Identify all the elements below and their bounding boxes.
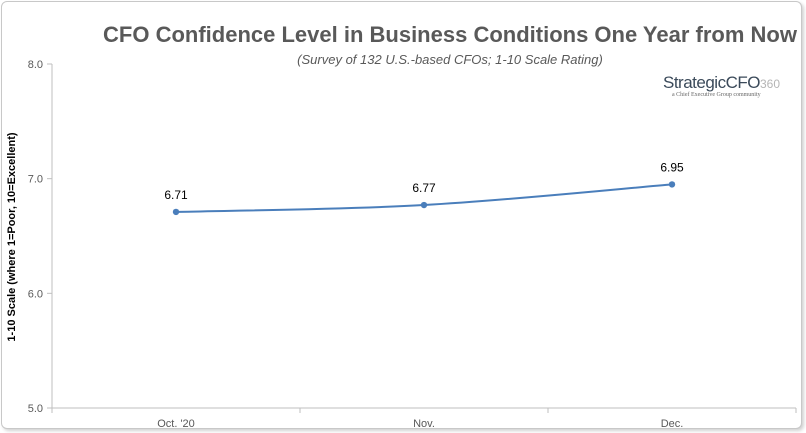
- x-tick-label: Oct. '20: [157, 418, 195, 430]
- y-tick-label: 5.0: [28, 403, 43, 415]
- data-label: 6.95: [660, 160, 684, 174]
- data-point: [668, 181, 676, 188]
- strategic-cfo-logo: StrategicCFO360: [663, 73, 780, 93]
- y-tick-label: 8.0: [28, 59, 43, 71]
- y-tick-label: 6.0: [28, 288, 43, 300]
- logo-suffix-text: 360: [759, 77, 781, 91]
- y-tick-label: 7.0: [28, 174, 43, 186]
- logo-main-text: StrategicCFO: [663, 73, 760, 92]
- data-label: 6.77: [412, 181, 436, 195]
- x-tick-label: Dec.: [661, 418, 684, 430]
- logo-tagline: a Chief Executive Group community: [672, 92, 761, 98]
- x-tick-label: Nov.: [413, 418, 435, 430]
- data-point: [420, 201, 428, 209]
- chart-subtitle: (Survey of 132 U.S.-based CFOs; 1-10 Sca…: [297, 52, 603, 67]
- chart-title: CFO Confidence Level in Business Conditi…: [103, 22, 797, 47]
- data-label: 6.71: [164, 188, 188, 202]
- data-point: [172, 208, 180, 216]
